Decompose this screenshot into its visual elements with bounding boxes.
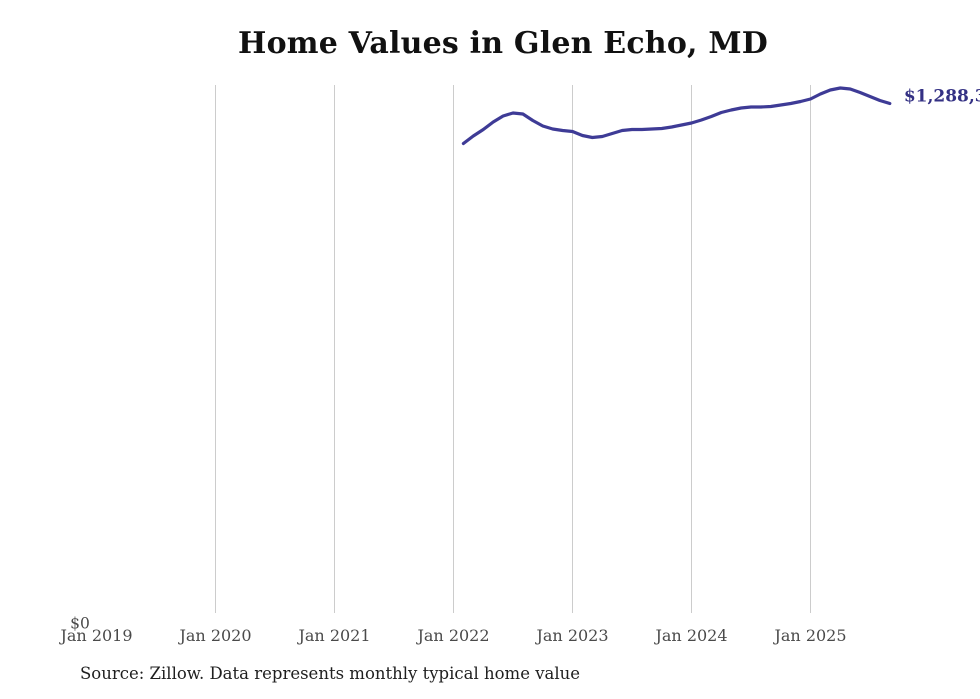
latest-value-label: $1,288,3	[904, 86, 980, 106]
x-tick-label: Jan 2020	[177, 626, 251, 645]
source-note: Source: Zillow. Data represents monthly …	[80, 664, 581, 683]
y-tick-label-zero: $0	[70, 615, 90, 633]
x-tick-label: Jan 2024	[653, 626, 727, 645]
home-value-line	[461, 86, 892, 146]
x-tick-label: Jan 2019	[58, 626, 132, 645]
x-tick-label: Jan 2021	[296, 626, 370, 645]
x-tick-label: Jan 2022	[415, 626, 489, 645]
x-tick-label: Jan 2023	[534, 626, 608, 645]
x-tick-label: Jan 2025	[772, 626, 846, 645]
chart-title: Home Values in Glen Echo, MD	[238, 26, 768, 61]
